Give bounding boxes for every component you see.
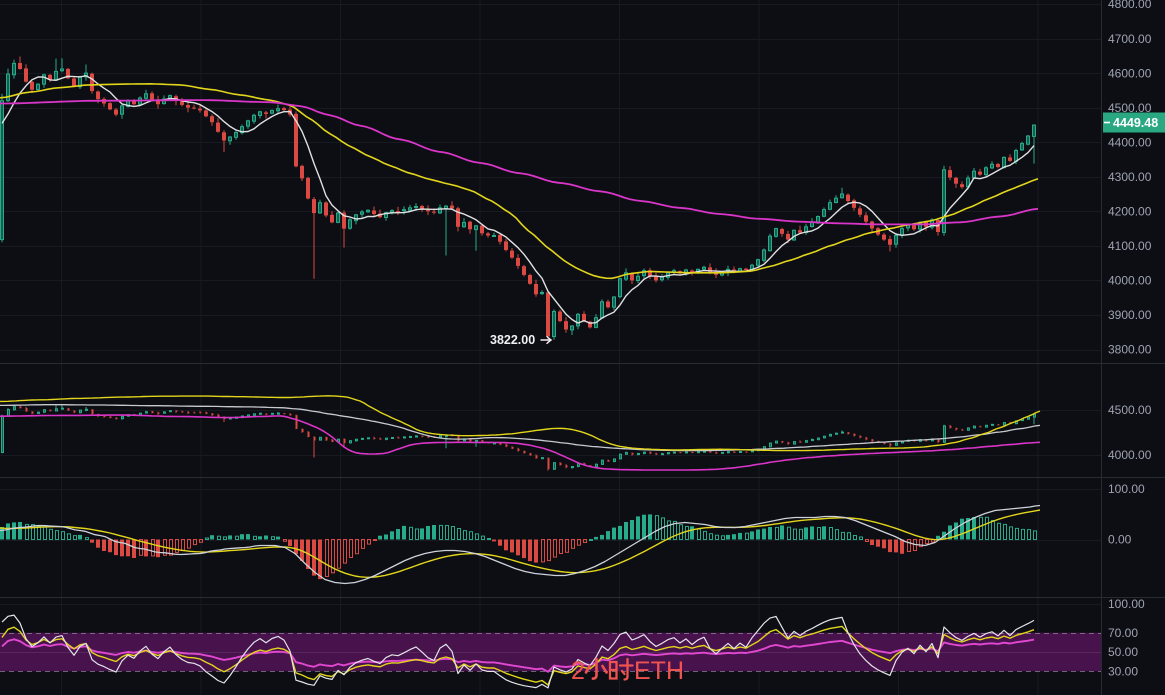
svg-text:4800.00: 4800.00 (1108, 0, 1152, 11)
svg-text:70.00: 70.00 (1108, 626, 1138, 640)
svg-text:ETH: ETH (634, 657, 684, 685)
svg-text:4500.00: 4500.00 (1108, 403, 1152, 417)
svg-text:4100.00: 4100.00 (1108, 239, 1152, 253)
svg-text:3822.00: 3822.00 (490, 333, 535, 347)
svg-text:4300.00: 4300.00 (1108, 170, 1152, 184)
svg-text:2: 2 (571, 657, 585, 685)
svg-text:30.00: 30.00 (1108, 665, 1138, 679)
svg-text:4600.00: 4600.00 (1108, 66, 1152, 80)
svg-text:3800.00: 3800.00 (1108, 343, 1152, 357)
svg-text:4500.00: 4500.00 (1108, 101, 1152, 115)
svg-text:4400.00: 4400.00 (1108, 135, 1152, 149)
svg-text:4000.00: 4000.00 (1108, 274, 1152, 288)
svg-text:100.00: 100.00 (1108, 482, 1145, 496)
svg-text:4000.00: 4000.00 (1108, 448, 1152, 462)
svg-text:4449.48: 4449.48 (1113, 116, 1158, 130)
svg-text:4700.00: 4700.00 (1108, 32, 1152, 46)
svg-text:3900.00: 3900.00 (1108, 308, 1152, 322)
svg-text:100.00: 100.00 (1108, 597, 1145, 611)
svg-text:4200.00: 4200.00 (1108, 205, 1152, 219)
svg-text:0.00: 0.00 (1108, 533, 1132, 547)
svg-text:50.00: 50.00 (1108, 645, 1138, 659)
